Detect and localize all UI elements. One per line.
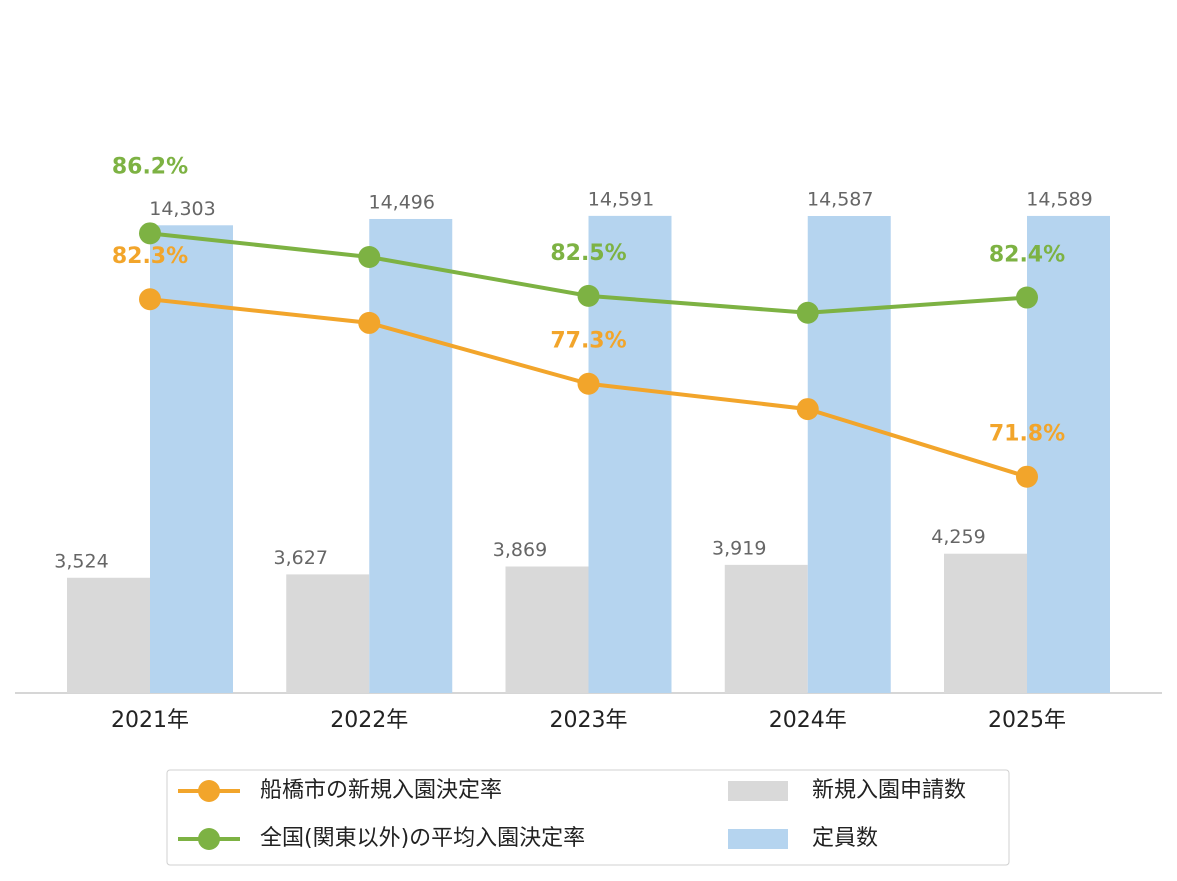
legend-label: 新規入園申請数 — [812, 778, 966, 803]
x-tick-label: 2024年 — [769, 708, 847, 733]
line-value-label: 82.3% — [112, 244, 188, 269]
bar-value-label: 3,524 — [54, 550, 108, 572]
legend-label: 定員数 — [812, 826, 878, 851]
x-tick-label: 2021年 — [111, 708, 189, 733]
bar — [588, 215, 672, 693]
line-value-label: 86.2% — [112, 154, 188, 179]
bar — [944, 553, 1027, 693]
bar — [369, 218, 453, 693]
x-tick-label: 2025年 — [988, 708, 1066, 733]
legend-swatch — [728, 781, 788, 801]
x-tick-label: 2023年 — [550, 708, 628, 733]
legend — [166, 769, 1010, 866]
legend-label: 船橋市の新規入園決定率 — [260, 778, 502, 803]
legend-swatch — [728, 829, 788, 849]
bar-value-label: 14,496 — [369, 191, 435, 213]
line-marker — [577, 284, 600, 307]
x-tick-label: 2022年 — [330, 708, 408, 733]
bar — [505, 566, 589, 693]
legend-marker — [198, 828, 220, 850]
line-marker — [577, 372, 600, 395]
line-value-label: 77.3% — [550, 329, 626, 354]
line-value-label: 82.4% — [989, 243, 1065, 268]
bar-value-label: 3,627 — [274, 547, 328, 569]
bar-value-label: 14,591 — [588, 188, 654, 210]
bar-value-label: 4,259 — [931, 526, 985, 548]
bar — [1027, 215, 1110, 693]
bar — [150, 225, 233, 693]
line-marker — [139, 288, 161, 311]
line-value-label: 82.5% — [550, 241, 626, 266]
bar — [67, 577, 150, 693]
line-marker — [796, 301, 819, 324]
bar-value-label: 3,919 — [712, 537, 766, 559]
line-marker — [358, 246, 381, 268]
bar-value-label: 14,589 — [1026, 188, 1092, 210]
line-marker — [796, 398, 819, 421]
bar-value-label: 3,869 — [493, 539, 547, 561]
legend-label: 全国(関東以外)の平均入園決定率 — [260, 826, 585, 851]
line-marker — [1016, 286, 1038, 309]
bar — [807, 216, 891, 693]
line-marker — [139, 222, 161, 245]
bar-value-label: 14,587 — [807, 189, 873, 211]
line-value-label: 71.8% — [989, 422, 1065, 447]
bar-value-label: 14,303 — [149, 198, 215, 220]
line-marker — [1016, 465, 1038, 488]
legend-marker — [198, 780, 220, 802]
bar — [724, 564, 808, 693]
line-marker — [358, 311, 381, 334]
bar — [286, 574, 370, 693]
